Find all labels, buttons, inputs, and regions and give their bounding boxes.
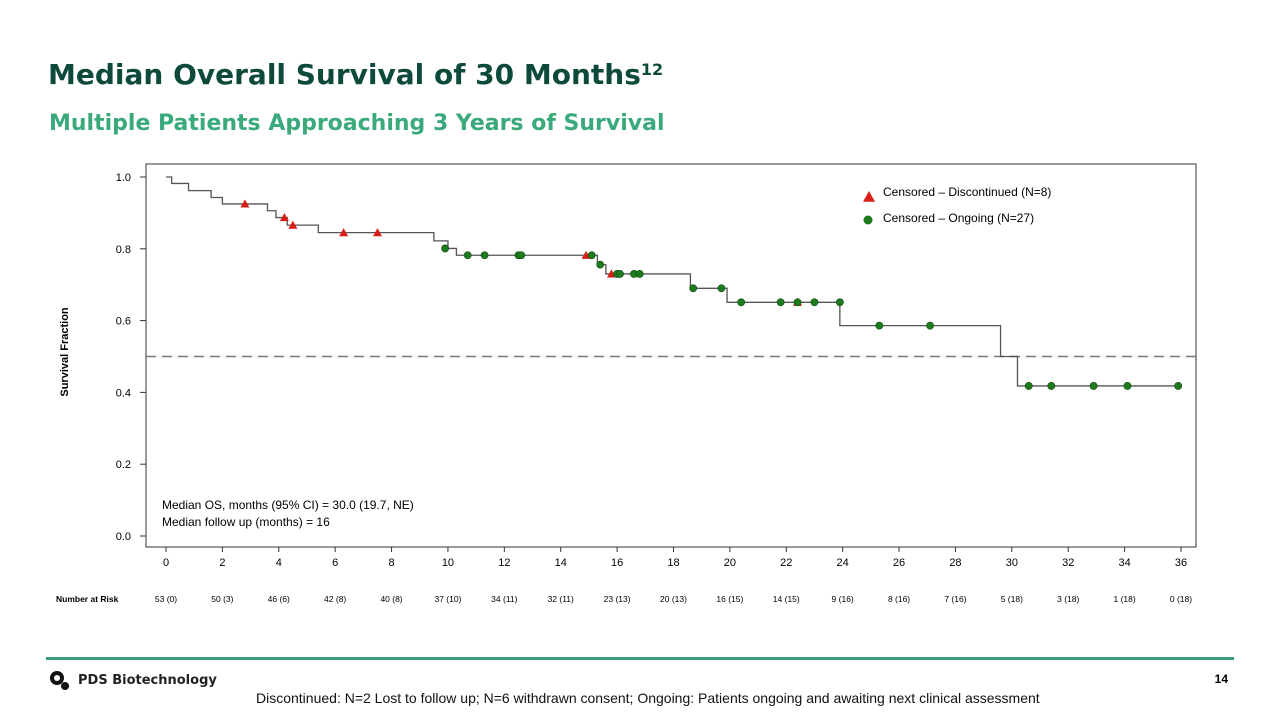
censored-discontinued-marker [288,220,298,229]
censored-ongoing-marker [1024,382,1033,390]
page-number: 14 [1214,672,1228,686]
risk-table-value: 37 (10) [434,594,461,604]
risk-table-value: 3 (18) [1057,594,1079,604]
y-tick-label: 0.8 [116,244,131,256]
x-tick-label: 26 [893,557,905,569]
risk-table-value: 50 (3) [211,594,233,604]
x-tick-label: 2 [219,557,225,569]
censored-ongoing-marker [1123,382,1132,390]
y-tick-label: 0.0 [116,531,131,543]
censored-ongoing-marker [875,321,884,330]
x-tick-label: 28 [949,557,961,569]
censored-discontinued-marker [339,228,349,237]
censored-ongoing-marker [441,244,450,253]
median-followup-annotation: Median follow up (months) = 16 [162,515,330,529]
x-tick-label: 18 [667,557,679,569]
risk-table-value: 16 (15) [716,594,743,604]
censored-discontinued-marker [279,213,289,222]
title-text: Median Overall Survival of 30 Months [48,58,641,91]
censored-ongoing-marker [810,298,819,307]
censored-ongoing-marker [463,251,472,260]
risk-table-label: Number at Risk [56,594,119,604]
censored-ongoing-marker [1089,382,1098,390]
risk-table-value: 9 (16) [832,594,854,604]
risk-table-value: 42 (8) [324,594,346,604]
risk-table-value: 23 (13) [604,594,631,604]
legend-ongoing-label: Censored – Ongoing (N=27) [883,211,1034,225]
censored-ongoing-marker [616,270,624,278]
legend-discontinued-label: Censored – Discontinued (N=8) [883,185,1051,199]
legend-ongoing-marker [863,215,873,225]
censored-ongoing-marker [717,284,726,293]
censored-ongoing-marker [517,251,526,260]
risk-table-value: 7 (16) [944,594,966,604]
risk-table-value: 20 (13) [660,594,687,604]
x-tick-label: 4 [276,557,282,569]
risk-table-value: 14 (15) [773,594,800,604]
y-tick-label: 0.2 [116,459,131,471]
x-tick-label: 12 [498,557,510,569]
y-tick-label: 0.4 [116,387,131,399]
risk-table-value: 34 (11) [491,594,517,604]
risk-table-value: 5 (18) [1001,594,1023,604]
plot-frame [145,163,1197,548]
censored-ongoing-marker [1174,382,1183,390]
risk-table-value: 1 (18) [1114,594,1136,604]
risk-table-value: 40 (8) [380,594,402,604]
censored-ongoing-marker [596,260,605,269]
title-reference: 12 [640,60,664,79]
legend-discontinued-marker [863,191,875,202]
censored-ongoing-marker [1047,382,1056,390]
pds-logo-icon [50,671,69,690]
risk-table-value: 46 (6) [268,594,290,604]
footer-divider [46,657,1234,660]
x-tick-label: 24 [837,557,849,569]
x-tick-label: 22 [780,557,792,569]
censored-discontinued-marker [240,199,250,208]
slide-subtitle: Multiple Patients Approaching 3 Years of… [49,111,665,136]
x-tick-label: 32 [1062,557,1074,569]
company-logo: PDS Biotechnology [48,668,217,692]
slide-title: Median Overall Survival of 30 Months12 [48,58,663,91]
x-tick-label: 34 [1118,557,1130,569]
risk-table-value: 53 (0) [155,594,177,604]
x-tick-label: 16 [611,557,623,569]
censored-ongoing-marker [793,298,802,307]
x-tick-label: 36 [1175,557,1187,569]
censored-ongoing-marker [926,321,934,330]
censored-ongoing-marker [689,284,698,293]
y-tick-label: 1.0 [116,172,131,184]
censored-discontinued-marker [372,228,382,237]
censored-ongoing-marker [737,298,746,307]
censored-ongoing-marker [635,270,644,278]
survival-curve [166,176,1181,387]
censored-ongoing-marker [835,298,844,307]
x-tick-label: 10 [442,557,454,569]
risk-table-value: 8 (16) [888,594,910,604]
kaplan-meier-chart: Survival Fraction 0 2 4 6 8 10 12 14 16 18 20 22 24 2… [56,163,1197,604]
risk-table-value: 32 (11) [548,594,574,604]
median-os-annotation: Median OS, months (95% CI) = 30.0 (19.7,… [162,498,414,512]
risk-table-value: 0 (18) [1170,594,1192,604]
x-tick-label: 6 [332,557,338,569]
censored-ongoing-marker [480,251,489,260]
y-tick-label: 0.6 [116,316,131,328]
footnote: Discontinued: N=2 Lost to follow up; N=6… [256,690,1040,706]
x-tick-label: 8 [388,557,394,569]
censored-ongoing-marker [776,298,785,307]
x-tick-label: 30 [1006,557,1018,569]
x-tick-label: 20 [724,557,736,569]
y-axis-label: Survival Fraction [59,307,71,397]
x-tick-label: 0 [163,557,169,569]
censored-ongoing-marker [587,251,596,260]
brand-name: PDS Biotechnology [78,672,217,688]
x-tick-label: 14 [555,557,567,569]
